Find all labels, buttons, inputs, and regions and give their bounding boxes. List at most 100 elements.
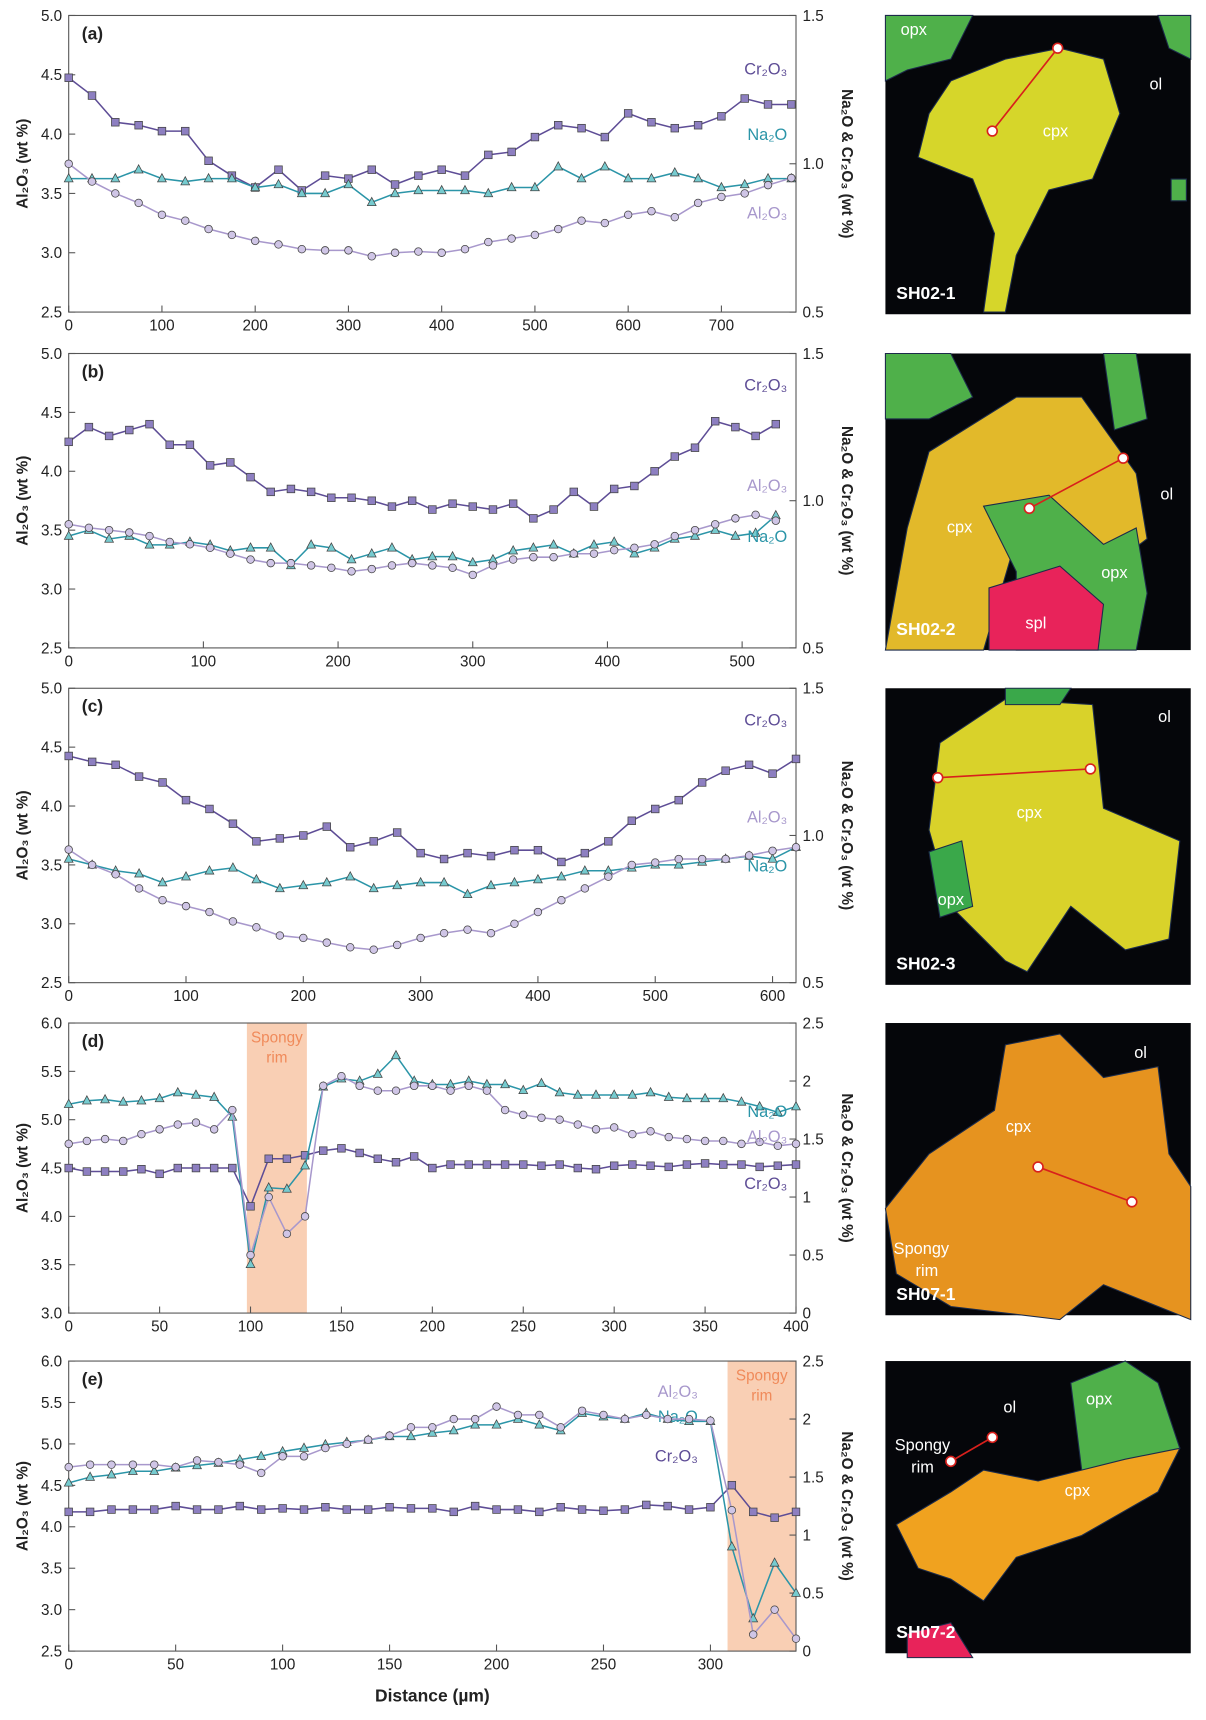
marker-circle — [446, 1086, 455, 1095]
x-tick-label: 400 — [429, 318, 454, 335]
marker-square — [235, 1501, 245, 1511]
marker-square — [409, 1152, 419, 1161]
traverse-end — [1023, 502, 1036, 515]
mineral-grain — [884, 352, 974, 420]
traverse-end — [1117, 452, 1129, 464]
y-tick-label: 5.0 — [41, 1436, 62, 1453]
marker-triangle — [548, 539, 559, 549]
traverse-line — [950, 1436, 993, 1463]
marker-circle — [706, 1416, 715, 1425]
marker-triangle — [136, 1095, 147, 1105]
y-tick-label: 6.0 — [41, 1353, 62, 1370]
marker-circle — [771, 516, 780, 525]
mineral-label: opx — [901, 21, 927, 39]
marker-square — [191, 1163, 201, 1173]
marker-square — [275, 834, 285, 843]
marker-circle — [165, 537, 174, 547]
marker-triangle — [298, 879, 309, 890]
marker-square — [274, 165, 283, 174]
marker-square — [791, 1507, 801, 1517]
marker-square — [321, 1503, 330, 1512]
marker-circle — [740, 189, 749, 198]
sample-label: SH02-1 — [896, 283, 955, 303]
marker-triangle — [104, 533, 115, 543]
marker-square — [488, 505, 498, 514]
marker-circle — [252, 923, 261, 932]
x-tick-label: 150 — [329, 1319, 354, 1336]
marker-square — [763, 100, 773, 109]
marker-triangle — [590, 1089, 601, 1099]
marker-circle — [64, 1139, 73, 1149]
marker-square — [107, 1505, 116, 1514]
marker-square — [628, 1160, 637, 1169]
marker-triangle — [579, 865, 590, 875]
y-tick-label: 5.0 — [41, 346, 62, 363]
marker-triangle — [250, 181, 261, 192]
marker-square — [791, 1160, 801, 1169]
marker-circle — [773, 1141, 783, 1151]
mineral-label: opx — [1101, 564, 1127, 582]
marker-circle — [650, 540, 659, 549]
marker-triangle — [663, 1091, 674, 1101]
marker-circle — [787, 173, 796, 183]
marker-triangle — [306, 539, 317, 549]
marker-circle — [385, 1431, 394, 1440]
marker-square — [246, 472, 255, 482]
marker-triangle — [274, 882, 285, 893]
marker-triangle — [281, 1183, 292, 1193]
mineral-label: opx — [938, 891, 964, 909]
marker-circle — [347, 567, 356, 576]
marker-triangle — [63, 853, 74, 863]
micrograph: ol cpx Spongy rim SH07-1 — [884, 1023, 1192, 1321]
marker-square — [573, 1163, 583, 1173]
marker-circle — [134, 198, 143, 208]
y2-axis-title: Na₂O & Cr₂O₃ (wt %) — [838, 89, 855, 238]
marker-square — [670, 123, 679, 133]
mineral-label: ol — [1003, 1398, 1016, 1416]
y-axis-title: Al₂O₃ (wt %) — [14, 119, 31, 209]
mineral-grain — [928, 840, 974, 918]
marker-square — [569, 487, 578, 497]
marker-triangle — [554, 1086, 565, 1097]
mineral-label: cpx — [1017, 804, 1042, 822]
marker-square — [428, 505, 437, 514]
marker-triangle — [63, 1098, 74, 1108]
mineral-label: cpx — [947, 518, 972, 536]
marker-circle — [409, 1081, 419, 1091]
mineral-label: ol — [1149, 76, 1162, 94]
marker-square — [158, 778, 167, 787]
y2-tick-label: 2.5 — [803, 1015, 824, 1032]
marker-square — [369, 837, 378, 846]
marker-square — [620, 1505, 630, 1514]
marker-circle — [609, 545, 619, 555]
marker-square — [367, 496, 376, 505]
marker-square — [134, 121, 143, 130]
marker-square — [173, 1163, 182, 1173]
marker-square — [111, 118, 120, 127]
marker-square — [642, 1500, 651, 1510]
series-label: Na₂O — [747, 528, 787, 546]
series-line — [68, 1147, 797, 1209]
y-tick-label: 3.5 — [41, 1257, 62, 1274]
mineral-label: Spongy — [895, 1436, 951, 1454]
marker-square — [282, 1154, 292, 1163]
x-tick-label: 0 — [64, 988, 72, 1005]
traverse-end — [1051, 42, 1064, 54]
marker-circle — [791, 1634, 801, 1643]
marker-circle — [111, 189, 120, 198]
marker-triangle — [346, 553, 357, 564]
plot-frame — [68, 1360, 797, 1652]
y2-tick-label: 0 — [803, 1644, 811, 1661]
marker-triangle — [609, 536, 620, 546]
marker-circle — [488, 561, 498, 570]
marker-circle — [191, 1118, 201, 1127]
y-tick-label: 4.0 — [41, 127, 62, 144]
marker-square — [749, 1507, 758, 1517]
panel-label: (b) — [82, 361, 104, 381]
mineral-grain — [988, 565, 1105, 651]
traverse-end — [932, 771, 944, 784]
marker-square — [104, 431, 114, 441]
marker-circle — [286, 558, 296, 568]
marker-square — [111, 760, 120, 770]
marker-circle — [791, 843, 801, 852]
